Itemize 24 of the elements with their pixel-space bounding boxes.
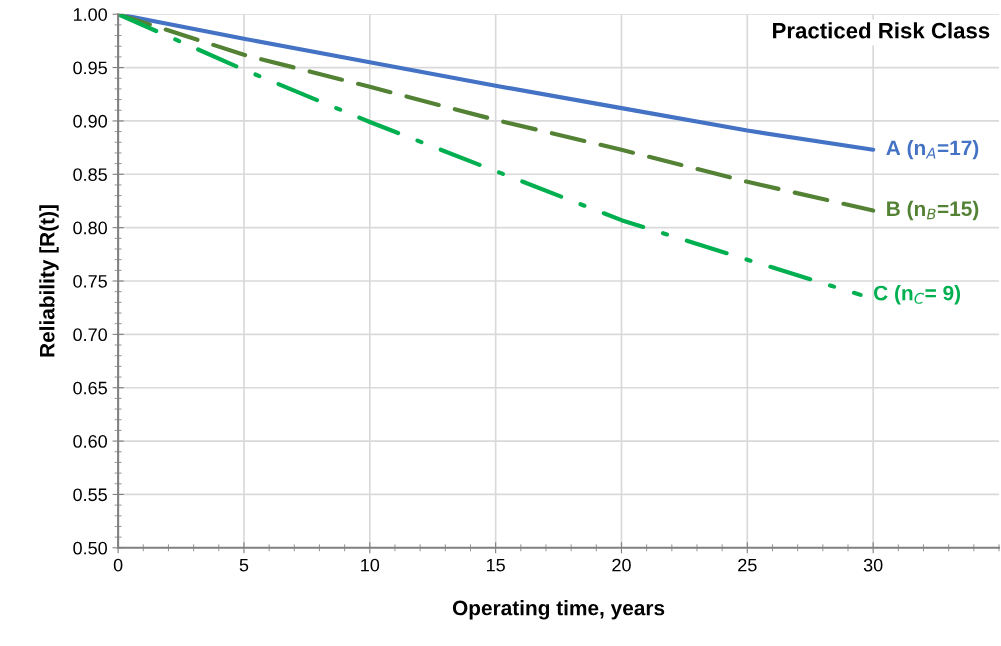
y-tick-label: 0.95 <box>73 61 107 75</box>
y-tick-label: 0.75 <box>73 274 107 288</box>
series-label: B (n$_{B}$=15) <box>887 200 979 221</box>
x-tick-label: 20 <box>612 558 631 572</box>
y-tick-label: 0.90 <box>73 114 107 128</box>
x-tick-label: 25 <box>738 558 757 572</box>
series-label: A (n$_{A}$=17) <box>886 139 979 160</box>
y-axis-title: Reliability [R(t)] <box>39 205 59 357</box>
x-tick-label: 0 <box>113 558 123 572</box>
x-tick-label: 10 <box>361 558 380 572</box>
series-label: C (n$_{C}$= 9) <box>874 285 961 305</box>
y-tick-label: 0.50 <box>73 541 107 555</box>
y-tick-label: 0.65 <box>73 381 107 395</box>
y-tick-label: 0.70 <box>73 328 107 342</box>
y-tick-label: 0.55 <box>73 488 107 502</box>
y-tick-label: 1.00 <box>73 8 107 21</box>
y-tick-label: 0.85 <box>73 168 107 182</box>
y-tick-label: 0.60 <box>73 435 107 448</box>
annotation: Practiced Risk Class <box>773 22 990 39</box>
x-tick-label: 15 <box>486 558 505 572</box>
x-tick-label: 5 <box>239 558 249 572</box>
x-axis-title: Operating time, years <box>452 600 665 620</box>
x-tick-label: 30 <box>863 558 883 572</box>
y-tick-label: 0.80 <box>73 221 107 235</box>
